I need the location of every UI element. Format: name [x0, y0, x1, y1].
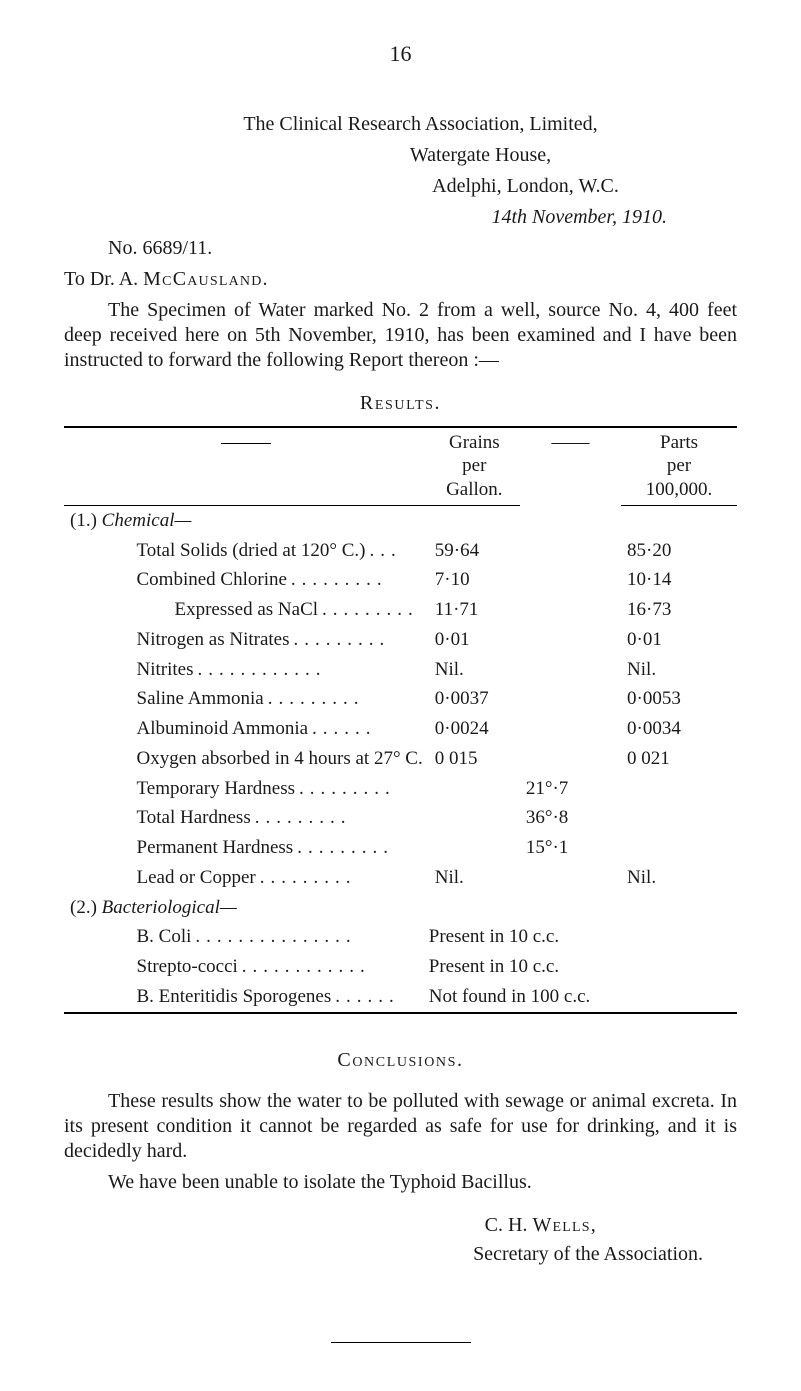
letter-date: 14th November, 1910. — [64, 205, 737, 230]
table-row: Oxygen absorbed in 4 hours at 27° C. 0 0… — [64, 744, 737, 774]
table-row: B. Enteritidis Sporogenes...... Not foun… — [64, 982, 737, 1013]
reference-number: No. 6689/11. — [64, 236, 737, 261]
sig-name-surname: Wells, — [532, 1214, 597, 1236]
parts-value: 0 021 — [621, 744, 737, 774]
org-address-1: Watergate House, — [64, 143, 737, 168]
grains-value: 59·64 — [429, 536, 520, 566]
leader-dots: ......... — [264, 687, 423, 711]
row-label: Saline Ammonia — [137, 687, 264, 711]
signature-name: C. H. Wells, — [64, 1213, 737, 1238]
parts-value: 0·0034 — [621, 714, 737, 744]
presence-value: Present in 10 c.c. — [429, 952, 737, 982]
col-parts: Partsper100,000. — [621, 427, 737, 505]
conclusion-para-1: These results show the water to be pollu… — [64, 1089, 737, 1164]
sig-name-prefix: C. H. — [485, 1214, 533, 1236]
leader-dots: ......... — [295, 777, 423, 801]
section-label-2: Bacteriological— — [102, 897, 237, 918]
mid-value — [520, 536, 621, 566]
section-bacteriological: (2.) Bacteriological— — [64, 893, 737, 923]
table-row: Combined Chlorine......... 7·10 10·14 — [64, 565, 737, 595]
row-label: Nitrites — [137, 658, 194, 682]
row-label: Lead or Copper — [137, 866, 256, 890]
mid-value: 21°·7 — [520, 774, 621, 804]
table-row: Total Solids (dried at 120° C.)... 59·64… — [64, 536, 737, 566]
leader-dots: ......... — [251, 806, 423, 830]
signature-role: Secretary of the Association. — [64, 1242, 737, 1267]
leader-dots: ......... — [256, 866, 423, 890]
grains-value: 7·10 — [429, 565, 520, 595]
leader-dots: ......... — [293, 836, 423, 860]
table-row: Strepto-cocci............ Present in 10 … — [64, 952, 737, 982]
leader-dots: ......... — [318, 598, 423, 622]
grains-value: 0·0024 — [429, 714, 520, 744]
row-label: Total Solids (dried at 120° C.) — [137, 539, 366, 563]
leader-dots: ............... — [191, 925, 422, 949]
leader-dots: ... — [365, 539, 422, 563]
conclusions-heading: Conclusions. — [64, 1048, 737, 1073]
parts-value: 16·73 — [621, 595, 737, 625]
table-row: B. Coli............... Present in 10 c.c… — [64, 922, 737, 952]
table-row: Albuminoid Ammonia...... 0·0024 0·0034 — [64, 714, 737, 744]
section-chemical: (1.) Chemical— — [64, 506, 737, 536]
mid-value: 36°·8 — [520, 803, 621, 833]
section-num-2: (2.) — [70, 897, 97, 918]
row-label: Oxygen absorbed in 4 hours at 27° C. — [137, 747, 423, 771]
section-label-1: Chemical— — [102, 510, 192, 531]
leader-dots: ...... — [331, 985, 423, 1009]
leader-dots: ...... — [308, 717, 423, 741]
parts-value: Nil. — [621, 655, 737, 685]
section-num-1: (1.) — [70, 510, 97, 531]
col-grains: GrainsperGallon. — [429, 427, 520, 505]
row-label: Strepto-cocci — [137, 955, 238, 979]
conclusion-para-2: We have been unable to isolate the Typho… — [64, 1170, 737, 1195]
leader-dots: ......... — [290, 628, 423, 652]
table-row: Nitrogen as Nitrates......... 0·01 0·01 — [64, 625, 737, 655]
leader-dots: ............ — [194, 658, 423, 682]
leader-dots: ......... — [287, 568, 423, 592]
table-row: Lead or Copper......... Nil. Nil. — [64, 863, 737, 893]
org-name: The Clinical Research Association, Limit… — [64, 112, 737, 137]
row-label: Albuminoid Ammonia — [137, 717, 309, 741]
row-label: Temporary Hardness — [137, 777, 296, 801]
row-label: B. Enteritidis Sporogenes — [137, 985, 332, 1009]
leader-dots: ............ — [238, 955, 423, 979]
grains-value: 0 015 — [429, 744, 520, 774]
parts-value: Nil. — [621, 863, 737, 893]
table-header-row: GrainsperGallon. —— Partsper100,000. — [64, 427, 737, 505]
page-number: 16 — [64, 40, 737, 68]
parts-value: 10·14 — [621, 565, 737, 595]
table-row: Total Hardness......... 36°·8 — [64, 803, 737, 833]
grains-value: 11·71 — [429, 595, 520, 625]
document-page: 16 The Clinical Research Association, Li… — [0, 0, 801, 1391]
end-rule — [64, 1325, 737, 1350]
row-label: B. Coli — [137, 925, 192, 949]
presence-value: Not found in 100 c.c. — [429, 982, 737, 1013]
grains-value: 0·0037 — [429, 684, 520, 714]
row-label: Expressed as NaCl — [175, 598, 319, 622]
org-address-2: Adelphi, London, W.C. — [64, 174, 737, 199]
grains-value: Nil. — [429, 655, 520, 685]
parts-value: 85·20 — [621, 536, 737, 566]
grains-value: 0·01 — [429, 625, 520, 655]
table-row: Expressed as NaCl......... 11·71 16·73 — [64, 595, 737, 625]
results-heading: Results. — [64, 391, 737, 416]
mid-value: 15°·1 — [520, 833, 621, 863]
table-row: Temporary Hardness......... 21°·7 — [64, 774, 737, 804]
parts-value: 0·01 — [621, 625, 737, 655]
row-label: Combined Chlorine — [137, 568, 287, 592]
table-row: Saline Ammonia......... 0·0037 0·0053 — [64, 684, 737, 714]
grains-value: Nil. — [429, 863, 520, 893]
row-label: Permanent Hardness — [137, 836, 294, 860]
row-label: Total Hardness — [137, 806, 251, 830]
addressee-prefix: To Dr. A. — [64, 268, 143, 290]
table-row: Nitrites............ Nil. Nil. — [64, 655, 737, 685]
addressee-name: McCausland. — [143, 268, 269, 290]
table-row: Permanent Hardness......... 15°·1 — [64, 833, 737, 863]
presence-value: Present in 10 c.c. — [429, 922, 737, 952]
results-table: GrainsperGallon. —— Partsper100,000. (1.… — [64, 426, 737, 1014]
row-label: Nitrogen as Nitrates — [137, 628, 290, 652]
parts-value: 0·0053 — [621, 684, 737, 714]
intro-paragraph: The Specimen of Water marked No. 2 from … — [64, 298, 737, 373]
addressee-line: To Dr. A. McCausland. — [64, 267, 737, 292]
